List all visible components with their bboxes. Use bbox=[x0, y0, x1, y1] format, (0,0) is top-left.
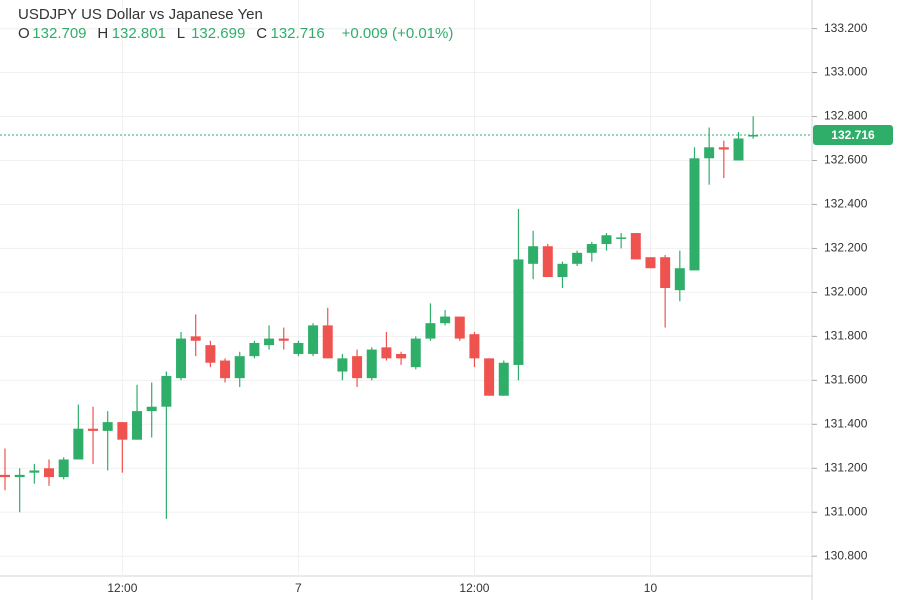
candle-body bbox=[117, 422, 128, 440]
candle-body bbox=[586, 244, 597, 253]
candle-body bbox=[748, 134, 759, 137]
candle-body bbox=[498, 362, 509, 396]
candle-body bbox=[440, 316, 451, 324]
candle-body bbox=[528, 246, 539, 264]
ohlc-value: 132.801 bbox=[112, 25, 166, 42]
x-tick-label: 12:00 bbox=[107, 581, 137, 595]
candles bbox=[0, 116, 759, 519]
candle-body bbox=[264, 338, 275, 346]
candle-body bbox=[102, 422, 113, 431]
y-tick-label: 132.600 bbox=[824, 153, 868, 167]
candle-body bbox=[132, 411, 143, 440]
candle-body bbox=[146, 406, 157, 412]
candle-body bbox=[366, 349, 377, 379]
candle-body bbox=[381, 347, 392, 359]
candle-body bbox=[425, 323, 436, 339]
y-tick-label: 132.800 bbox=[824, 109, 868, 123]
ohlc-letter: H bbox=[97, 25, 108, 42]
legend-header: USDJPY US Dollar vs Japanese Yen O 132.70… bbox=[18, 6, 453, 42]
candle-body bbox=[14, 474, 25, 478]
candle-body bbox=[557, 263, 568, 278]
candle-body bbox=[220, 360, 231, 379]
candle-body bbox=[454, 316, 465, 339]
candle-body bbox=[572, 252, 583, 264]
x-tick-label: 7 bbox=[295, 581, 302, 595]
y-tick-label: 131.800 bbox=[824, 329, 868, 343]
ohlc-letter: L bbox=[177, 25, 185, 42]
y-tick-label: 131.400 bbox=[824, 416, 868, 430]
x-tick-label: 12:00 bbox=[459, 581, 489, 595]
candle-body bbox=[733, 138, 744, 161]
candle-body bbox=[293, 342, 304, 354]
candle-body bbox=[396, 353, 407, 359]
candle-body bbox=[630, 233, 641, 260]
candle-body bbox=[616, 237, 627, 239]
candle-body bbox=[161, 375, 172, 407]
candle-body bbox=[249, 342, 260, 357]
y-tick-label: 131.600 bbox=[824, 373, 868, 387]
candle-body bbox=[645, 257, 656, 269]
candle-body bbox=[410, 338, 421, 368]
candle-body bbox=[0, 474, 10, 478]
x-tick-label: 10 bbox=[644, 581, 658, 595]
candle-body bbox=[352, 356, 363, 379]
y-tick-label: 132.400 bbox=[824, 197, 868, 211]
candle-body bbox=[484, 358, 495, 396]
candle-body bbox=[308, 325, 319, 354]
candle-body bbox=[704, 147, 715, 159]
candle-body bbox=[660, 257, 671, 288]
symbol-title: USDJPY US Dollar vs Japanese Yen bbox=[18, 6, 263, 23]
candle-body bbox=[469, 334, 480, 359]
ohlc-value: 132.709 bbox=[32, 25, 86, 42]
last-price-label: 132.716 bbox=[831, 128, 875, 142]
candle-body bbox=[542, 246, 553, 278]
candle-body bbox=[205, 345, 216, 363]
candle-body bbox=[29, 470, 40, 473]
candle-body bbox=[322, 325, 333, 359]
candle-body bbox=[44, 468, 55, 478]
ohlc-letter: C bbox=[256, 25, 267, 42]
y-tick-label: 131.200 bbox=[824, 460, 868, 474]
change-label: +0.009 (+0.01%) bbox=[342, 25, 454, 42]
candle-body bbox=[689, 158, 700, 271]
candle-body bbox=[234, 356, 245, 379]
candle-body bbox=[337, 358, 348, 372]
y-tick-label: 133.200 bbox=[824, 21, 868, 35]
candle-body bbox=[513, 259, 524, 365]
y-tick-label: 130.800 bbox=[824, 548, 868, 562]
y-tick-label: 132.000 bbox=[824, 285, 868, 299]
candle-body bbox=[674, 268, 685, 291]
ohlc-value: 132.716 bbox=[271, 25, 325, 42]
ohlc-value: 132.699 bbox=[191, 25, 245, 42]
candle-body bbox=[88, 428, 99, 431]
candle-body bbox=[718, 147, 729, 150]
y-tick-label: 133.000 bbox=[824, 65, 868, 79]
y-tick-label: 131.000 bbox=[824, 504, 868, 518]
candle-body bbox=[278, 338, 289, 341]
candle-body bbox=[58, 459, 69, 478]
last-price-tag bbox=[813, 124, 893, 145]
candle-body bbox=[73, 428, 84, 460]
candle-body bbox=[176, 338, 187, 379]
ohlc-letter: O bbox=[18, 25, 30, 42]
candle-body bbox=[601, 235, 612, 245]
y-tick-label: 132.200 bbox=[824, 241, 868, 255]
candle-body bbox=[190, 336, 201, 341]
